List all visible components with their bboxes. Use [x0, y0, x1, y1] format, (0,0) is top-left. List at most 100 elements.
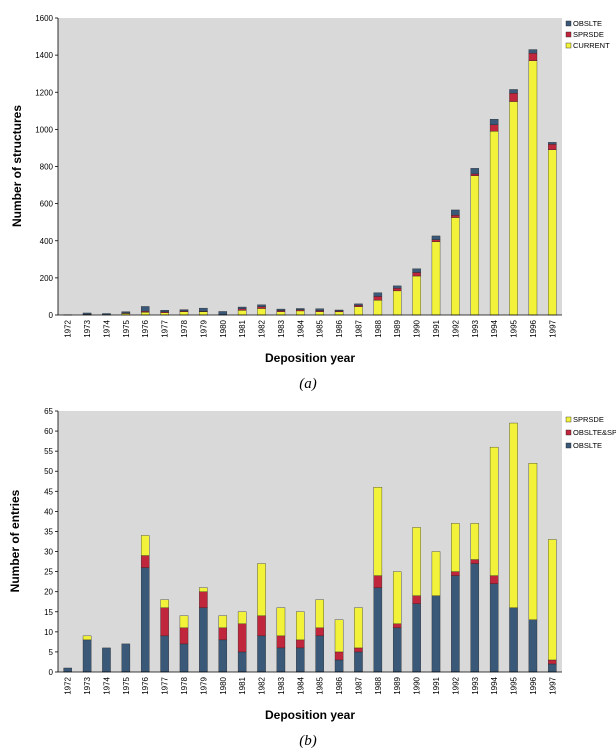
bar-obslte-1992	[451, 575, 460, 673]
bar-obslte-sprsde-1989	[392, 623, 402, 629]
x-axis-label-a: Deposition year	[265, 351, 355, 365]
legend-a: OBSLTE SPRSDE CURRENT	[565, 19, 610, 50]
plot-area-b	[58, 411, 562, 672]
bar-sprsde-1989	[392, 571, 402, 624]
bar-sprsde-1992	[451, 214, 460, 218]
bar-obslte-sprsde-1981	[237, 623, 247, 653]
panel-label-a: (a)	[299, 376, 317, 392]
x-tick-label: 1976	[141, 676, 150, 694]
x-tick-label: 1977	[161, 676, 170, 694]
bar-obslte-1991	[431, 595, 441, 673]
x-axis-label-b: Deposition year	[265, 708, 355, 722]
bars-a	[63, 49, 557, 316]
y-tick-label: 30	[44, 548, 53, 557]
y-axis-label-a: Number of structures	[10, 105, 24, 227]
x-tick-label: 1980	[219, 676, 228, 694]
bar-obslte-1988	[373, 292, 383, 297]
bar-obslte-1987	[354, 651, 363, 673]
bar-obslte-1985	[315, 635, 324, 673]
y-tick-label: 25	[44, 568, 53, 577]
bar-obslte-1982	[257, 304, 266, 307]
x-tick-label: 1994	[490, 319, 499, 337]
x-tick-label: 1974	[102, 676, 111, 694]
legend-swatch	[565, 20, 572, 27]
plot-area-a	[58, 18, 562, 315]
bar-obslte-1984	[296, 647, 305, 673]
bar-current-1979	[199, 311, 208, 316]
bar-obslte-1979	[199, 307, 208, 312]
bar-obslte-1984	[296, 308, 305, 310]
bar-current-1978	[179, 311, 189, 316]
bar-obslte-1983	[276, 647, 286, 673]
bar-obslte-1994	[489, 118, 499, 125]
bar-obslte-sprsde-1992	[451, 571, 460, 576]
bar-obslte-1976	[140, 567, 150, 673]
legend-label: OBSLTE	[573, 441, 602, 450]
y-tick-label: 60	[44, 427, 53, 436]
bar-obslte-1996	[528, 619, 538, 673]
x-tick-label: 1989	[393, 319, 402, 337]
y-ticks-b: 0 5 10 15 20 25 30 35 40 45 50 55 60 65	[44, 407, 58, 677]
bar-obslte-sprsde-1997	[548, 659, 557, 665]
x-tick-label: 1991	[432, 676, 441, 694]
x-tick-label: 1972	[64, 319, 73, 337]
x-tick-label: 1975	[122, 676, 131, 694]
bar-sprsde-1982	[257, 563, 266, 616]
bar-sprsde-1986	[334, 619, 344, 653]
x-tick-label: 1985	[316, 676, 325, 694]
legend-swatch	[565, 442, 572, 449]
bar-current-1996	[528, 60, 538, 316]
x-tick-label: 1983	[277, 676, 286, 694]
x-tick-label: 1992	[451, 319, 460, 337]
legend-label: SPRSDE	[573, 415, 604, 424]
bar-obslte-1978	[179, 309, 189, 312]
bar-current-1989	[392, 290, 402, 316]
y-tick-label: 800	[40, 163, 54, 172]
bar-current-1991	[431, 241, 441, 316]
bar-sprsde-1993	[470, 173, 480, 176]
y-tick-label: 20	[44, 588, 53, 597]
bar-current-1990	[412, 275, 421, 316]
bar-sprsde-1992	[451, 523, 460, 572]
x-tick-label: 1995	[510, 319, 519, 337]
bar-sprsde-1979	[199, 587, 208, 592]
x-tick-label: 1973	[83, 319, 92, 337]
x-tick-label: 1986	[335, 676, 344, 694]
bar-obslte-1973	[82, 639, 92, 673]
bar-sprsde-1991	[431, 239, 441, 242]
bar-current-1995	[509, 101, 518, 316]
bar-sprsde-1978	[179, 615, 189, 629]
legend-label: OBSLTE	[573, 19, 602, 28]
bar-obslte-1986	[334, 309, 344, 312]
y-tick-label: 15	[44, 608, 53, 617]
bar-current-1982	[257, 308, 266, 316]
bar-obslte-1988	[373, 587, 383, 673]
bar-obslte-1982	[257, 635, 266, 673]
bar-sprsde-1997	[548, 144, 557, 150]
bar-current-1981	[237, 310, 247, 316]
x-tick-label: 1988	[374, 319, 383, 337]
x-tick-label: 1974	[102, 319, 111, 337]
x-tick-label: 1982	[258, 319, 267, 337]
bar-obslte-sprsde-1986	[334, 651, 344, 661]
bar-obslte-1997	[548, 142, 557, 145]
bar-obslte-1986	[334, 659, 344, 673]
bar-obslte-sprsde-1978	[179, 627, 189, 645]
y-tick-label: 0	[49, 668, 54, 677]
bar-sprsde-1988	[373, 296, 383, 301]
x-tick-label: 1997	[548, 676, 557, 694]
bar-sprsde-1995	[509, 422, 518, 608]
bar-sprsde-1994	[489, 446, 499, 576]
bar-sprsde-1984	[296, 611, 305, 641]
legend-swatch	[565, 31, 572, 38]
bar-obslte-1990	[412, 268, 421, 273]
x-ticks-b: 1972 1973 1974 1975 1976 1977 1978 1979 1980 1981…	[64, 676, 558, 694]
bar-obslte-sprsde-1976	[140, 555, 150, 568]
legend-b: SPRSDE OBSLTE&SPRSDE OBSLTE	[565, 415, 616, 450]
x-tick-label: 1977	[161, 319, 170, 337]
y-tick-label: 0	[49, 311, 54, 320]
x-tick-label: 1976	[141, 319, 150, 337]
x-tick-label: 1993	[471, 676, 480, 694]
bar-sprsde-1980	[218, 615, 228, 629]
